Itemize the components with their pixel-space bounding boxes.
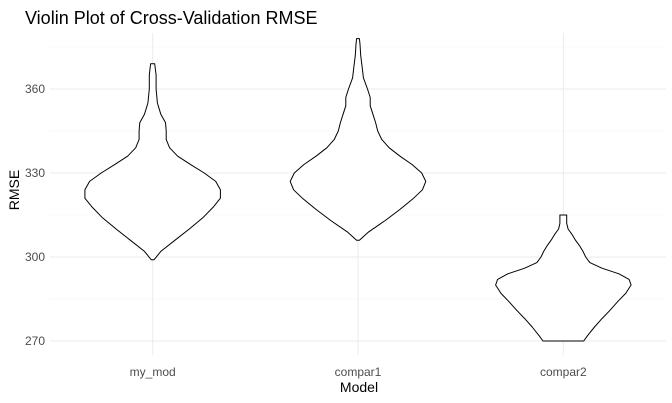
y-tick-label: 360 (25, 82, 45, 96)
violins (84, 38, 632, 342)
chart-title: Violin Plot of Cross-Validation RMSE (25, 8, 317, 28)
x-tick-label: compar1 (335, 365, 382, 379)
x-axis-ticks: my_mod compar1 compar2 (130, 365, 587, 379)
y-tick-label: 330 (25, 166, 45, 180)
y-tick-label: 300 (25, 250, 45, 264)
violin-compar2 (495, 214, 632, 342)
violin-my_mod (84, 63, 221, 261)
x-axis-title: Model (340, 379, 378, 395)
y-axis-title: RMSE (6, 170, 22, 210)
x-tick-label: compar2 (540, 365, 587, 379)
y-axis-ticks: 270 300 330 360 (25, 82, 45, 348)
violin-compar1 (289, 38, 427, 241)
y-tick-label: 270 (25, 334, 45, 348)
x-tick-label: my_mod (130, 365, 176, 379)
